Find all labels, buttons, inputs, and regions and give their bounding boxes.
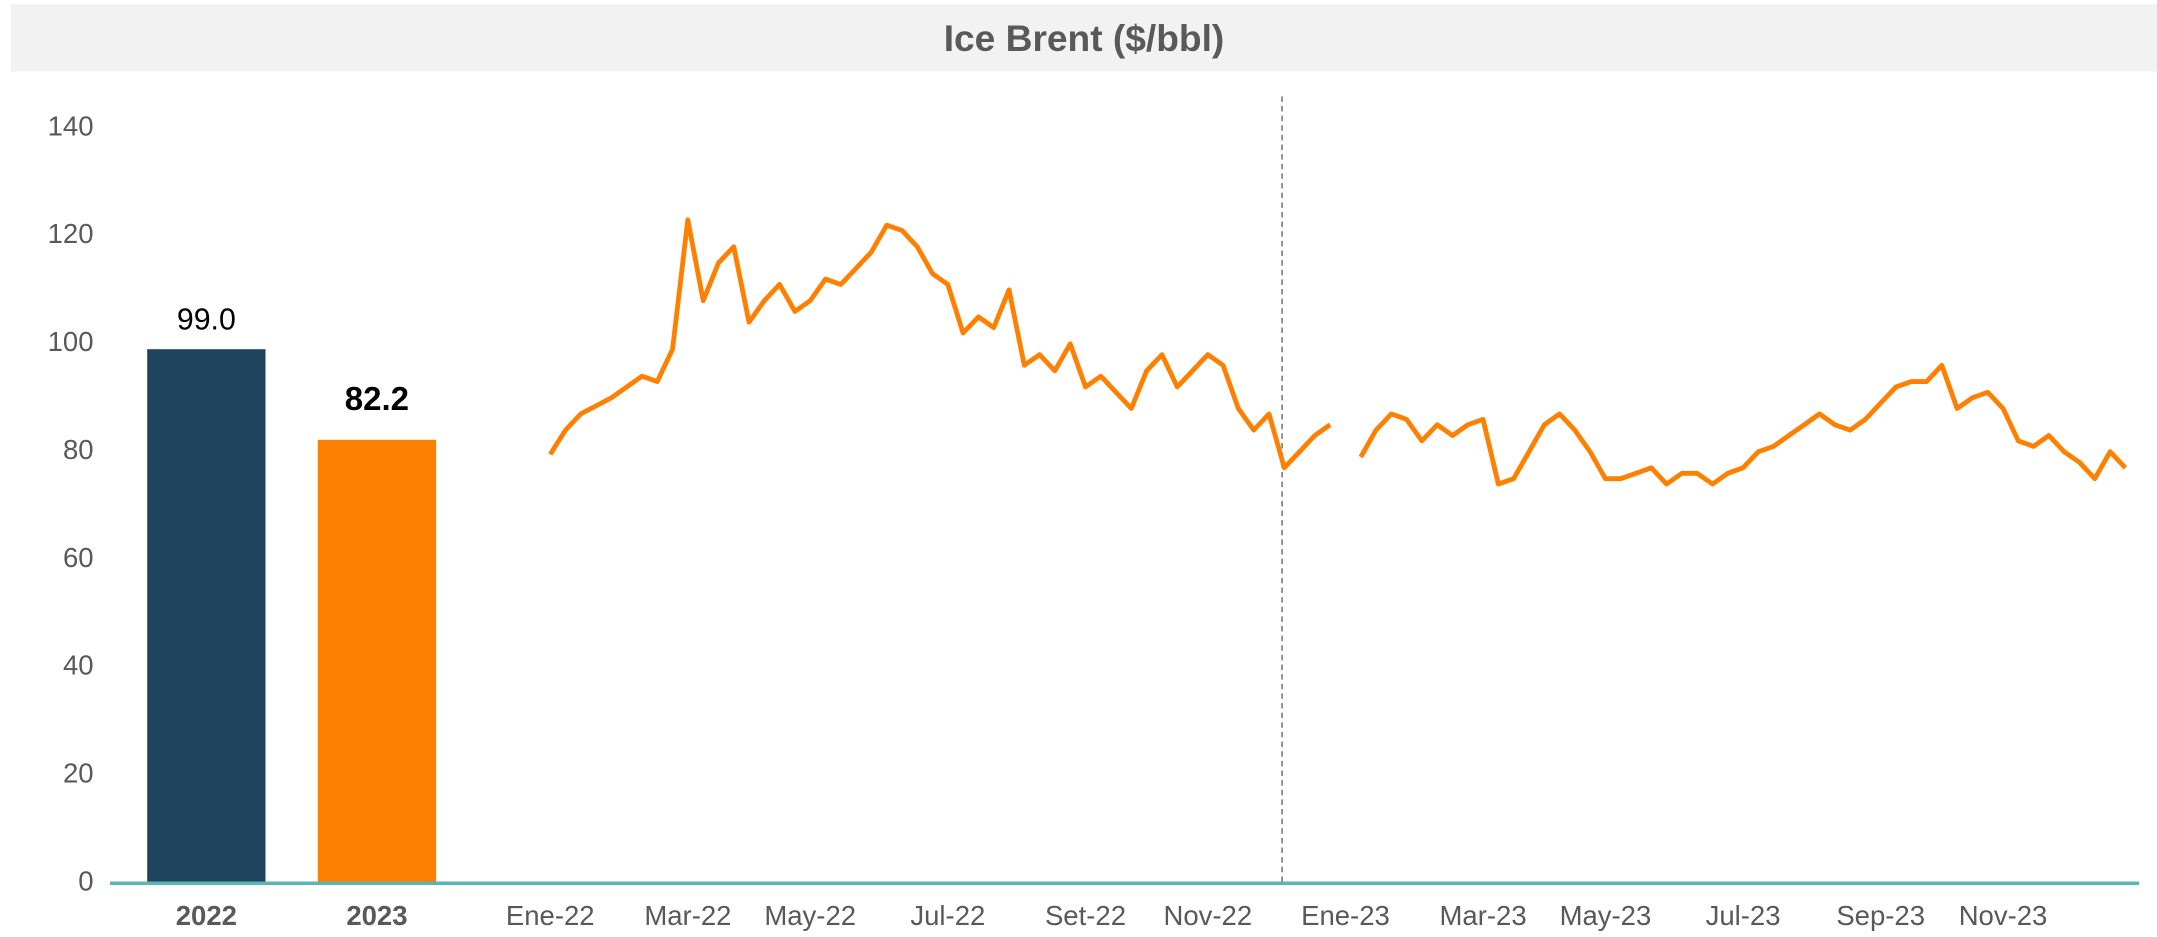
y-tick-label: 80 [63,434,94,465]
x-tick-label: Ene-23 [1301,900,1390,931]
y-tick-label: 120 [48,218,94,249]
y-tick-label: 140 [48,110,94,141]
bar [147,349,266,884]
x-tick-label: Jul-23 [1706,900,1781,931]
x-tick-label: 2023 [346,900,407,931]
bar-value-label: 82.2 [345,380,409,417]
x-tick-label: May-22 [764,900,856,931]
x-tick-label: Jul-22 [910,900,985,931]
x-tick-label: 2022 [176,900,237,931]
x-tick-label: Mar-22 [644,900,731,931]
chart-title: Ice Brent ($/bbl) [944,17,1225,59]
x-tick-label: Mar-23 [1440,900,1527,931]
x-tick-label: Nov-22 [1163,900,1252,931]
y-tick-label: 40 [63,650,94,681]
bar [317,439,437,884]
x-tick-label: Nov-23 [1959,900,2048,931]
x-tick-label: Sep-23 [1836,900,1925,931]
title-band [11,4,2157,72]
x-tick-label: Ene-22 [506,900,595,931]
y-tick-label: 20 [63,758,94,789]
x-tick-label: Set-22 [1045,900,1126,931]
x-tick-label: May-23 [1560,900,1652,931]
y-tick-label: 60 [63,542,94,573]
price-line [548,217,2128,487]
y-tick-label: 100 [48,326,94,357]
y-tick-label: 0 [78,866,93,897]
bar-value-label: 99.0 [177,304,236,337]
